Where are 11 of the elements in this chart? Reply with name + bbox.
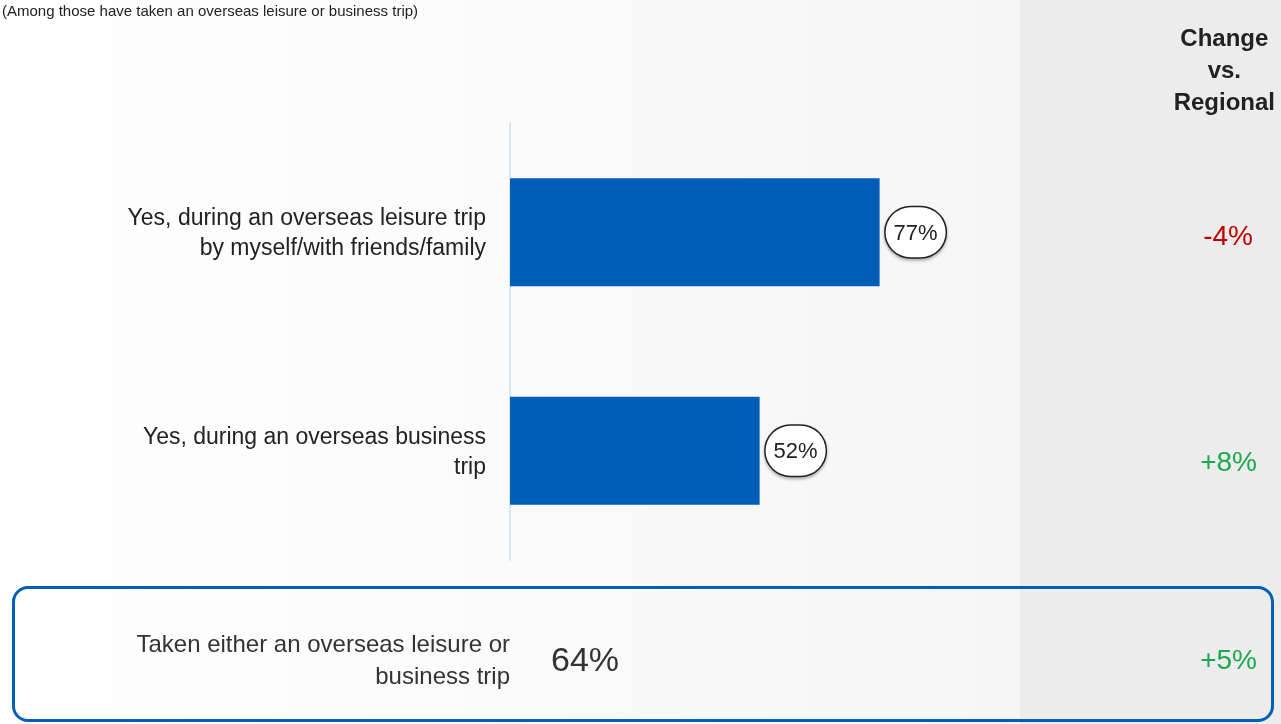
data-label: 52% — [773, 438, 818, 464]
text: Taken either an overseas leisure or business trip — [136, 629, 510, 691]
text: +5% — [1200, 644, 1257, 676]
text: Change vs. Regional — [1173, 23, 1275, 117]
text: 64% — [551, 640, 620, 679]
text: -4% — [1203, 220, 1253, 252]
text: (Among those have taken an overseas leisure or business trip) — [2, 2, 419, 19]
y-tick-label: Yes, during an overseas leisure trip by myself/with friends/family — [127, 204, 487, 261]
data-label: 77% — [893, 219, 938, 245]
text: +8% — [1200, 446, 1257, 478]
y-tick-label: Yes, during an overseas business trip — [142, 422, 486, 479]
